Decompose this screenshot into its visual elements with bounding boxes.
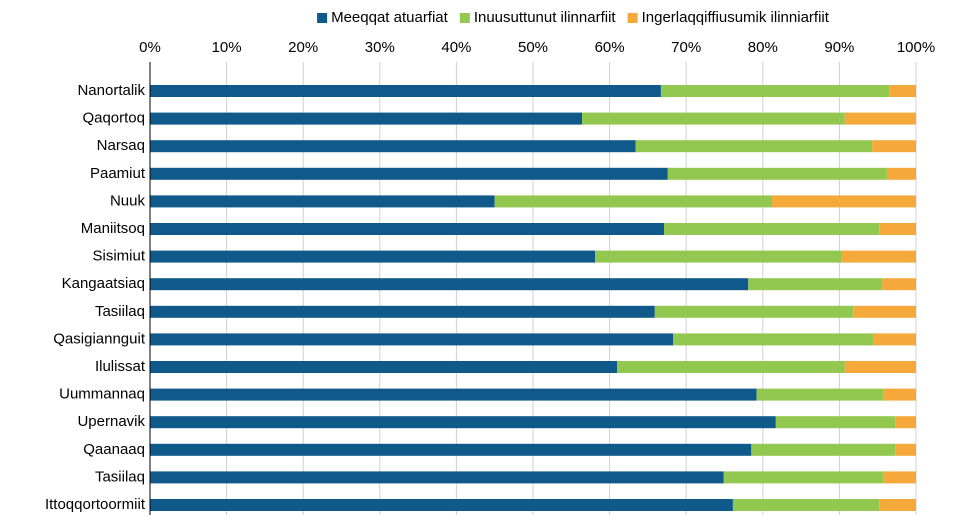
bar-segment [882,278,916,291]
x-tick-label: 10% [212,39,242,56]
bar-segment [872,140,916,153]
x-tick-label: 90% [824,39,854,56]
y-tick-label: Qaanaaq [83,441,145,458]
bar-segment [889,85,916,97]
bar-segment [895,443,916,456]
y-tick-label: Nuuk [110,192,146,209]
y-tick-label: Kangaatsiaq [62,275,145,292]
x-tick-label: 20% [288,39,318,56]
legend-label: Ingerlaqqiffiusumik ilinniarfiit [642,9,830,26]
x-tick-label: 80% [748,39,778,56]
bar-segment [771,195,916,208]
bar-segment [635,140,873,153]
y-tick-label: Sisimiut [92,248,145,265]
bar-segment [883,471,916,484]
x-tick-label: 40% [441,39,471,56]
x-tick-label: 60% [595,39,625,56]
y-tick-label: Paamiut [90,165,146,182]
y-tick-label: Tasiilaq [95,468,145,485]
x-tick-label: 0% [139,39,161,56]
bar-segment [756,388,884,401]
y-tick-label: Ilulissat [95,358,146,375]
bar-segment [732,499,880,511]
bar-segment [150,333,674,346]
bar-segment [150,499,733,511]
bar-segment [883,388,916,401]
bar-segment [667,167,887,180]
bar-segment [654,305,854,318]
bar-segment [723,471,884,484]
bar-segment [673,333,874,346]
y-tick-label: Ittoqqortoormiit [45,496,146,513]
bar-segment [748,278,883,291]
y-tick-label: Maniitsoq [81,220,145,237]
bar-segment [150,167,668,180]
y-tick-label: Qaqortoq [82,110,145,127]
bar-segment [150,305,655,318]
bar-segment [150,223,664,235]
legend-swatch [627,13,638,23]
bar-segment [150,195,495,208]
bar-segment [150,471,724,484]
bar-segment [150,85,661,97]
bar-segment [150,443,752,456]
legend-label: Meeqqat atuarfiat [331,9,449,26]
bar-segment [886,167,916,180]
y-tick-label: Qasigiannguit [53,330,146,347]
legend-label: Inuusuttunut ilinnarfiit [474,9,617,26]
bar-segment [617,361,845,373]
bar-segment [494,195,772,208]
y-tick-label: Uummannaq [59,386,145,403]
bar-segment [660,85,890,97]
bar-segment [150,416,776,429]
bar-segment [895,416,916,429]
x-tick-label: 100% [897,39,935,56]
bar-segment [150,112,583,125]
y-tick-label: Narsaq [97,137,145,154]
y-tick-label: Upernavik [77,413,145,430]
bar-segment [150,361,618,373]
bar-segment [853,305,916,318]
bar-segment [582,112,845,125]
bar-segment [775,416,896,429]
bar-segment [150,140,636,153]
x-tick-label: 70% [671,39,701,56]
legend-swatch [459,13,470,23]
bar-segment [150,250,596,263]
bar-segment [150,388,757,401]
y-tick-label: Tasiilaq [95,303,145,320]
bar-segment [844,361,916,373]
bar-segment [879,499,916,511]
x-tick-label: 30% [365,39,395,56]
legend: Meeqqat atuarfiat Inuusuttunut ilinnarfii… [317,9,830,26]
bar-segment [150,278,749,291]
legend-swatch [317,13,328,23]
bar-segment [595,250,842,263]
bar-segment [844,112,916,125]
bar-segment [663,223,880,235]
y-tick-label: Nanortalik [77,82,145,99]
bar-segment [751,443,896,456]
bar-segment [873,333,916,346]
bar-segment [841,250,916,263]
x-tick-label: 50% [518,39,548,56]
bar-segment [879,223,916,235]
